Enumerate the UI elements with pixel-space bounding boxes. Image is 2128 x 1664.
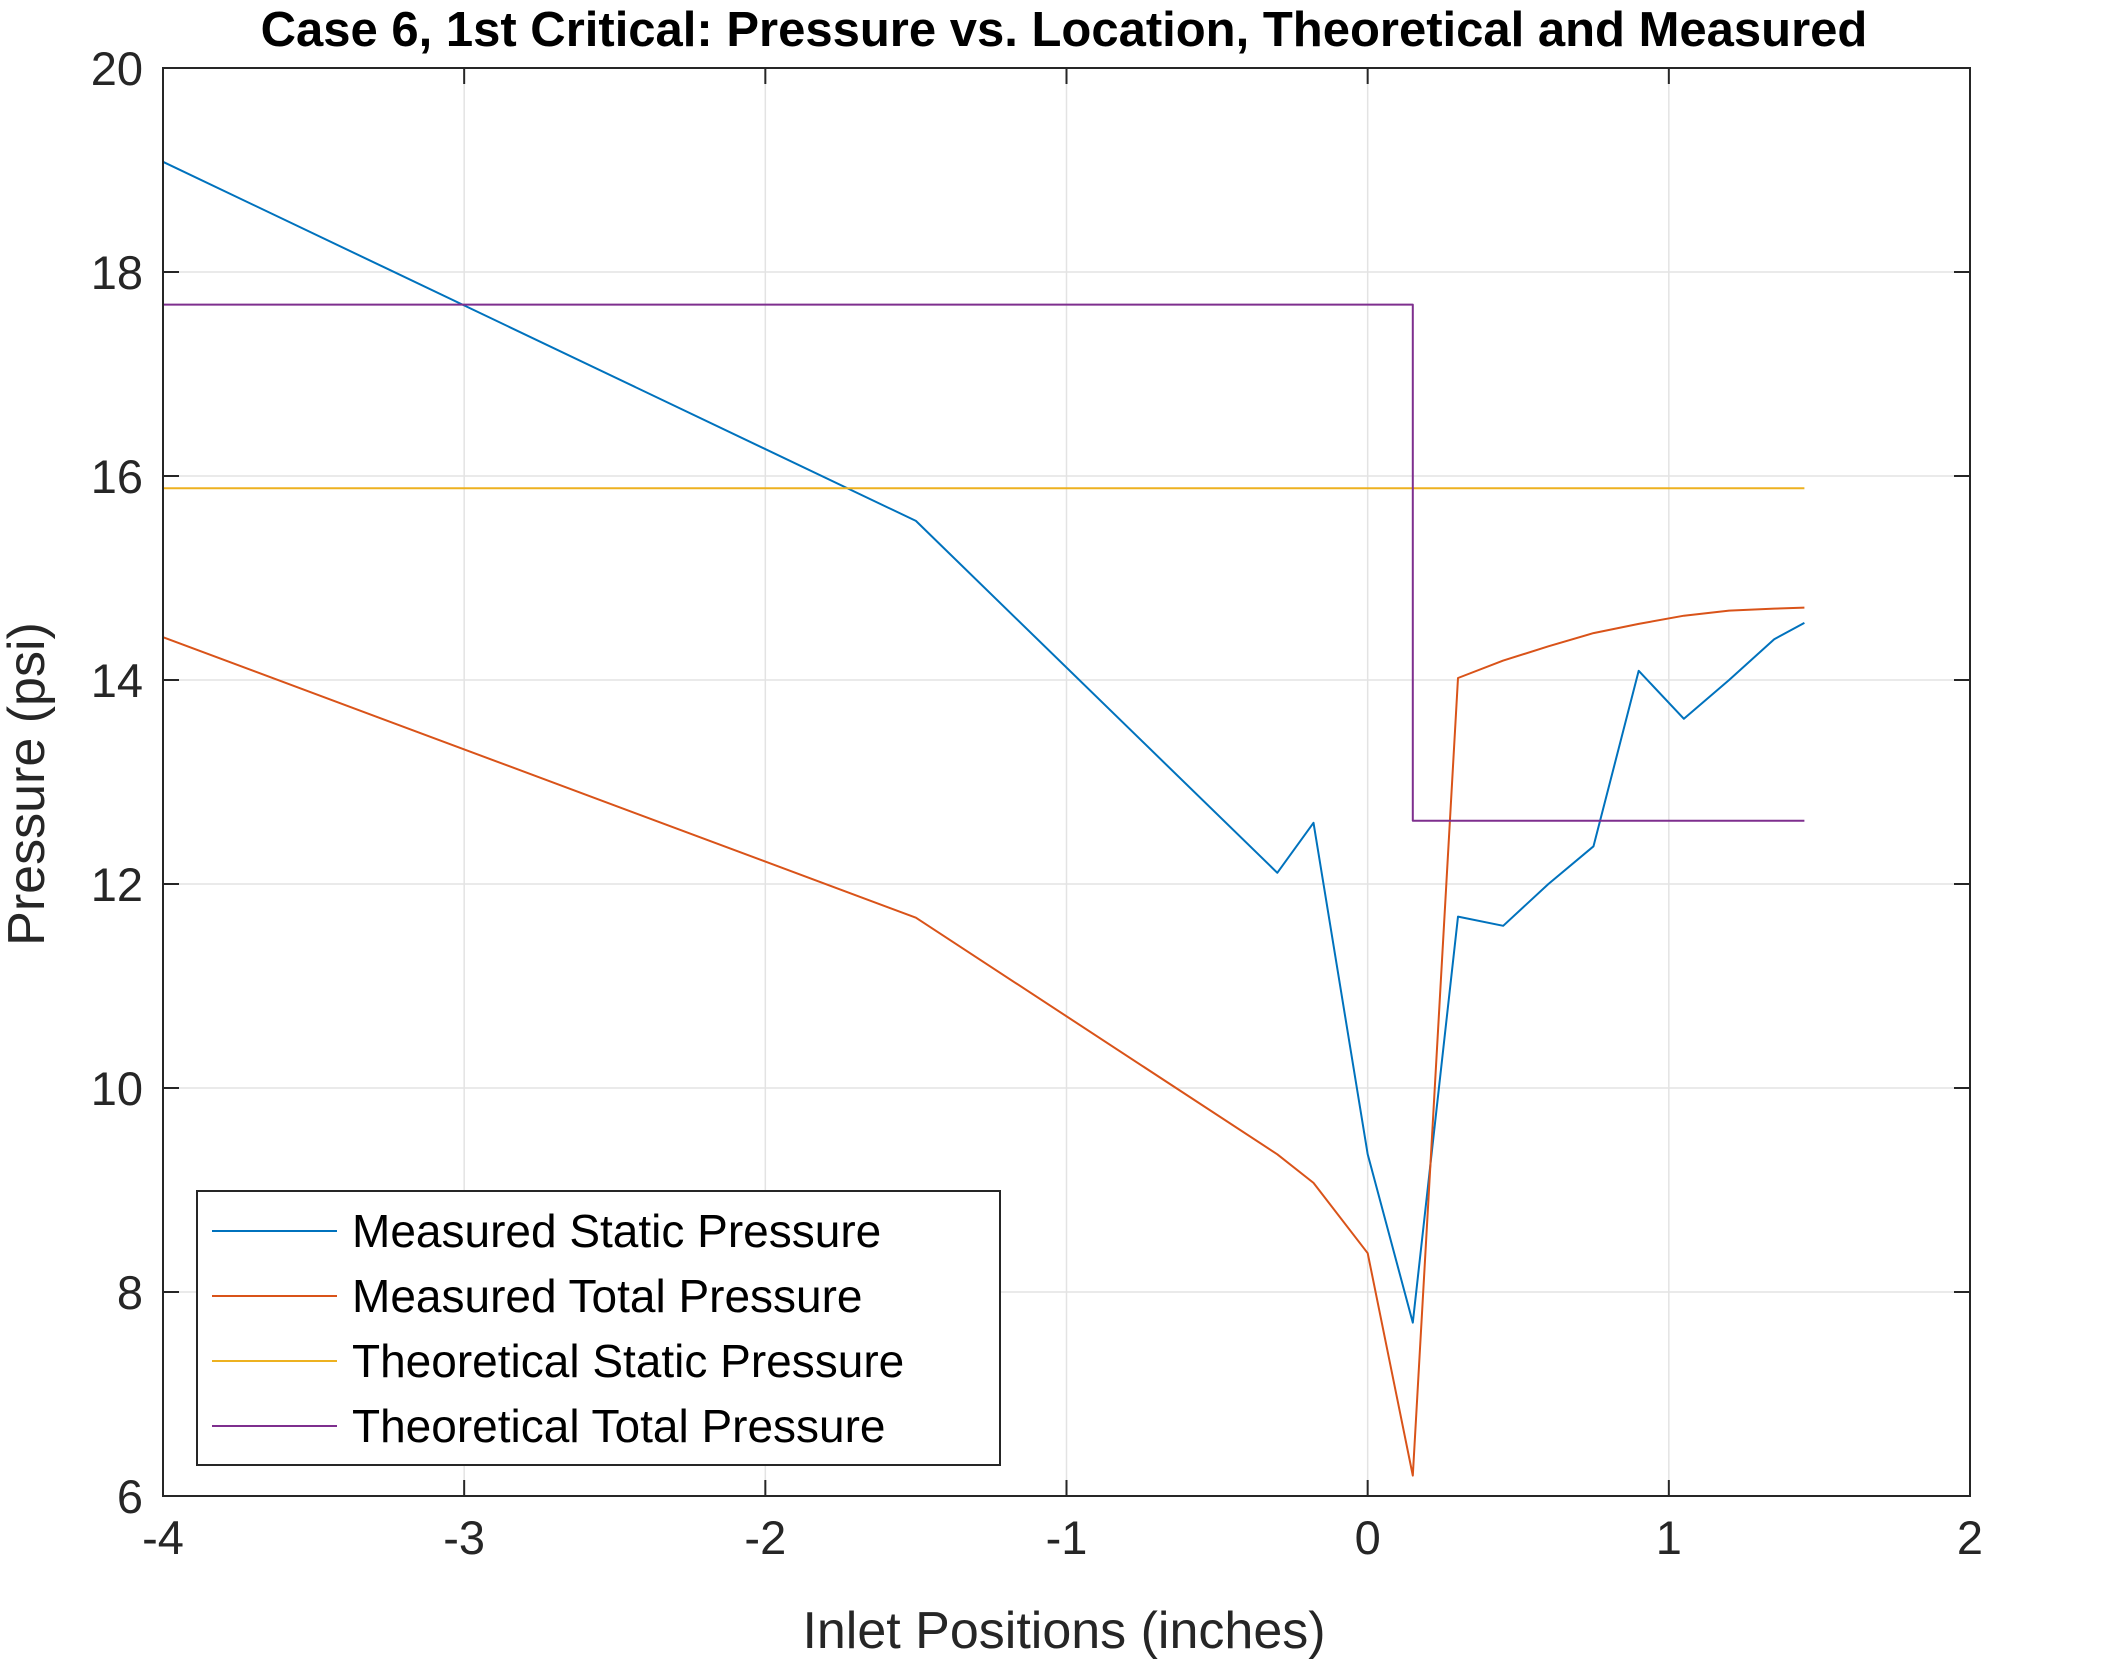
y-tick-label: 10 [91, 1062, 143, 1115]
ticks [162, 67, 1971, 1497]
y-tick-label: 18 [91, 246, 143, 299]
series-line-2 [162, 606, 1805, 1477]
y-tick-label: 16 [91, 450, 143, 503]
x-tick-label: -3 [443, 1511, 485, 1564]
series-line-4 [163, 303, 1805, 822]
legend-label: Theoretical Total Pressure [352, 1400, 886, 1452]
x-axis-label: Inlet Positions (inches) [802, 1602, 1325, 1660]
legend-box [196, 1190, 1001, 1466]
y-tick-label: 12 [91, 858, 143, 911]
y-axis-label: Pressure (psi) [0, 622, 56, 946]
x-tick-label: 2 [1957, 1511, 1983, 1564]
x-tick-label: 1 [1656, 1511, 1682, 1564]
legend-label: Measured Static Pressure [352, 1205, 881, 1257]
x-tick-label: -2 [744, 1511, 786, 1564]
series-line-1 [162, 160, 1805, 1324]
x-tick-label: 0 [1355, 1511, 1381, 1564]
series-lines [162, 160, 1805, 1477]
y-tick-label: 14 [91, 654, 143, 707]
legend-label: Measured Total Pressure [352, 1270, 863, 1322]
legend-label: Theoretical Static Pressure [352, 1335, 904, 1387]
grid [162, 67, 1971, 1497]
y-tick-label: 8 [117, 1266, 143, 1319]
x-tick-labels: -4 -3 -2 -1 0 1 2 [142, 1511, 1983, 1564]
legend: Measured Static Pressure Measured Total P… [196, 1190, 1001, 1466]
x-tick-label: -4 [142, 1511, 184, 1564]
y-tick-label: 20 [91, 42, 143, 95]
chart-title: Case 6, 1st Critical: Pressure vs. Locat… [261, 3, 1868, 57]
y-tick-labels: 6 8 10 12 14 16 18 20 [91, 42, 143, 1523]
x-tick-label: -1 [1046, 1511, 1088, 1564]
y-tick-label: 6 [117, 1470, 143, 1523]
